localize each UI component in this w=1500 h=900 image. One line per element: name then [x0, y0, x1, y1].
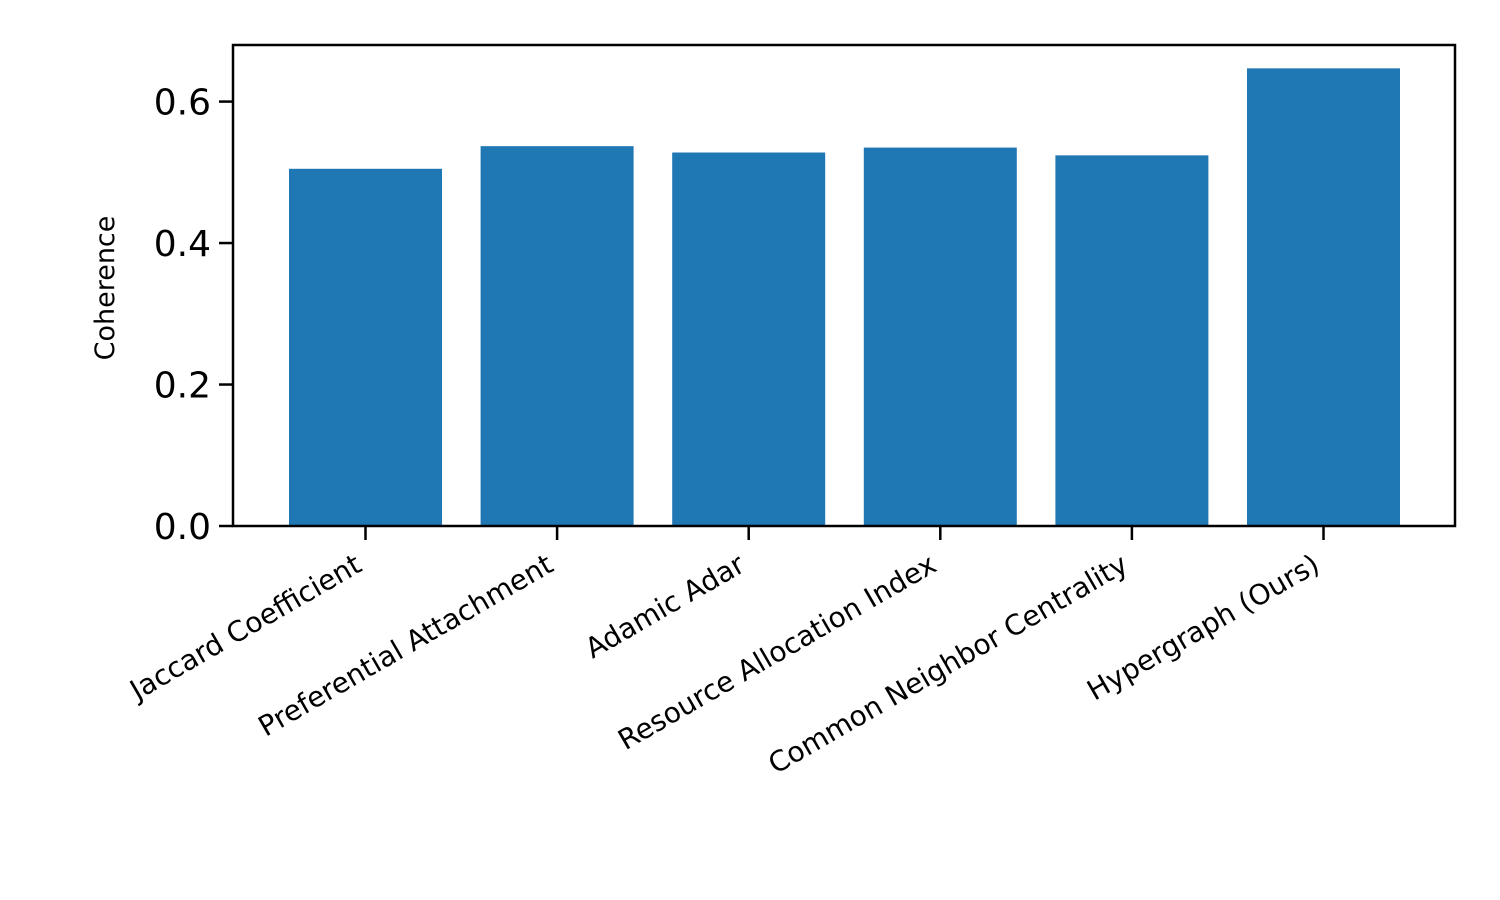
bar	[672, 152, 826, 527]
bar	[1247, 68, 1400, 526]
bar	[1055, 155, 1209, 527]
bar	[863, 147, 1017, 527]
x-tick-label: Common Neighbor Centrality	[763, 547, 1134, 780]
x-tick-label: Adamic Adar	[579, 547, 750, 665]
y-axis-title: Coherence	[90, 216, 121, 361]
y-tick-label: 0.4	[154, 224, 211, 265]
bars-group	[289, 68, 1400, 527]
y-tick-label: 0.2	[154, 366, 211, 407]
x-tick-label: Resource Allocation Index	[612, 547, 941, 756]
bar	[289, 168, 442, 527]
plot-area-frame	[231, 43, 1457, 528]
bar	[480, 146, 634, 526]
y-tick-label: 0.0	[154, 507, 211, 548]
y-axis-ticks: 0.0 0.2 0.4 0.6	[154, 83, 233, 548]
y-tick-label: 0.6	[154, 83, 211, 124]
